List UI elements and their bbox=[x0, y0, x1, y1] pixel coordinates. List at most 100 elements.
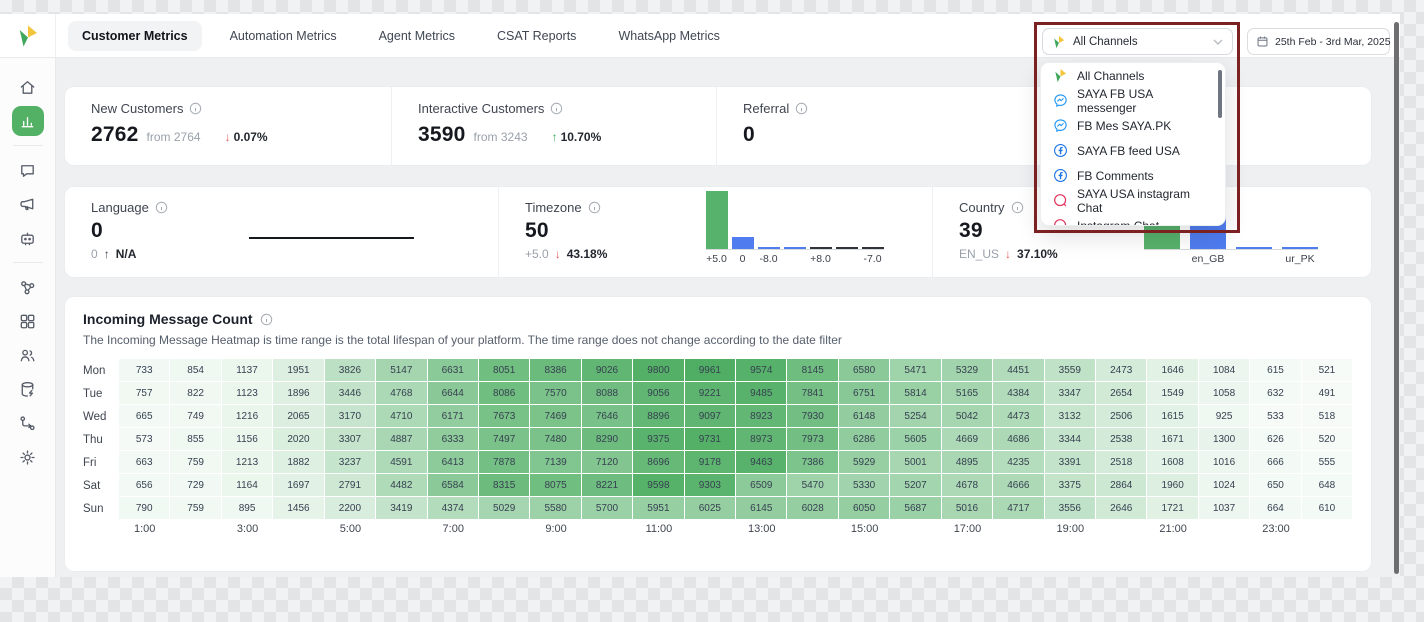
info-icon[interactable] bbox=[550, 102, 563, 115]
sidebar-item-database[interactable] bbox=[12, 374, 44, 404]
heatmap-cell: 4591 bbox=[376, 451, 428, 474]
heatmap-row-label: Tue bbox=[83, 387, 103, 400]
heatmap-row-label: Fri bbox=[83, 456, 97, 469]
info-icon[interactable] bbox=[588, 201, 601, 214]
heatmap-cell: 1671 bbox=[1147, 428, 1199, 451]
channel-option-label: Instagram Chat bbox=[1077, 218, 1160, 226]
x-axis-tick: 1:00 bbox=[134, 523, 156, 535]
x-axis-tick bbox=[1302, 523, 1353, 539]
heatmap-cell: 8290 bbox=[581, 428, 634, 451]
heatmap-cell: 2473 bbox=[1096, 359, 1148, 382]
dropdown-scrollbar[interactable] bbox=[1218, 70, 1222, 118]
sidebar-item-analytics[interactable] bbox=[11, 106, 44, 136]
heatmap-cell: 656 bbox=[119, 474, 171, 497]
tab-customer-metrics[interactable]: Customer Metrics bbox=[68, 20, 202, 51]
heatmap-cell: 6580 bbox=[838, 359, 891, 382]
channel-option-fb-comments[interactable]: FB Comments bbox=[1041, 163, 1225, 188]
info-icon[interactable] bbox=[1011, 201, 1024, 214]
info-icon[interactable] bbox=[795, 102, 808, 115]
bar bbox=[757, 247, 780, 249]
heatmap-cell: 925 bbox=[1198, 405, 1251, 428]
heatmap-cell: 6050 bbox=[838, 497, 891, 520]
channel-option-saya-usa-instagram-chat[interactable]: SAYA USA instagram Chat bbox=[1041, 187, 1225, 215]
x-axis-tick: 3:00 bbox=[236, 523, 259, 535]
heatmap-cell: 4895 bbox=[941, 451, 994, 474]
heatmap-cell: 5029 bbox=[478, 497, 531, 520]
heatmap-cell: 855 bbox=[170, 428, 222, 451]
heatmap-cell: 1016 bbox=[1198, 451, 1251, 474]
heatmap-cell: 7469 bbox=[530, 405, 582, 428]
heatmap-cell: 5687 bbox=[890, 497, 942, 520]
tab-agent-metrics[interactable]: Agent Metrics bbox=[365, 21, 469, 51]
sidebar-item-megaphone[interactable] bbox=[12, 189, 44, 219]
x-axis-tick bbox=[685, 523, 736, 539]
heatmap-cell: 6028 bbox=[787, 497, 839, 520]
heatmap-subtitle: The Incoming Message Heatmap is time ran… bbox=[83, 333, 842, 347]
channel-option-all-channels[interactable]: All Channels bbox=[1041, 63, 1225, 88]
tab-csat-reports[interactable]: CSAT Reports bbox=[483, 21, 590, 51]
kpi-value: 2762 bbox=[91, 123, 139, 146]
sidebar-item-bot[interactable] bbox=[12, 223, 44, 253]
channel-option-label: FB Mes SAYA.PK bbox=[1077, 118, 1172, 133]
tab-whatsapp-metrics[interactable]: WhatsApp Metrics bbox=[604, 21, 733, 51]
settings-icon bbox=[20, 449, 35, 465]
metric-title: Timezone bbox=[525, 200, 582, 215]
sidebar-item-workflow[interactable] bbox=[12, 408, 44, 438]
heatmap-cell: 1615 bbox=[1147, 405, 1199, 428]
channel-selector[interactable]: All Channels bbox=[1042, 28, 1233, 55]
bar-label: +8.0 bbox=[810, 253, 831, 265]
heatmap-cell: 733 bbox=[119, 359, 171, 382]
page-scrollbar[interactable] bbox=[1394, 22, 1399, 574]
heatmap-cell: 8896 bbox=[633, 405, 685, 428]
heatmap-cell: 632 bbox=[1250, 382, 1302, 405]
heatmap-row: Sat 656 729 1164 1697 2791 4482 6584 8315 8075 822… bbox=[83, 474, 1354, 497]
sidebar-item-grid[interactable] bbox=[12, 306, 44, 336]
heatmap-cell: 5605 bbox=[890, 428, 942, 451]
bar-label: +5.0 bbox=[706, 253, 727, 265]
brand-logo-icon bbox=[19, 25, 37, 46]
heatmap-cell: 4451 bbox=[993, 359, 1045, 382]
channel-option-saya-fb-feed-usa[interactable]: SAYA FB feed USA bbox=[1041, 138, 1225, 163]
heatmap-cell: 5207 bbox=[890, 474, 942, 497]
heatmap-row-label: Wed bbox=[83, 410, 107, 423]
sidebar-item-chat[interactable] bbox=[12, 155, 44, 185]
channel-dropdown: All Channels SAYA FB USA messenger FB Mes … bbox=[1040, 62, 1226, 226]
heatmap-cell: 1697 bbox=[273, 474, 325, 497]
heatmap-cell: 573 bbox=[119, 428, 171, 451]
channel-option-fb-mes-saya-pk[interactable]: FB Mes SAYA.PK bbox=[1041, 113, 1225, 138]
sidebar-item-nodes[interactable] bbox=[12, 272, 44, 302]
heatmap-cell: 664 bbox=[1250, 497, 1302, 520]
heatmap-row: Sun 790 759 895 1456 2200 3419 4374 5029 5580 5700… bbox=[83, 497, 1354, 520]
sidebar-item-users[interactable] bbox=[12, 340, 44, 370]
date-range-picker[interactable]: 25th Feb - 3rd Mar, 2025 bbox=[1247, 28, 1391, 55]
heatmap-cell: 9097 bbox=[684, 405, 737, 428]
heatmap-cell: 8221 bbox=[581, 474, 634, 497]
channel-option-saya-fb-usa-messenger[interactable]: SAYA FB USA messenger bbox=[1041, 87, 1225, 115]
heatmap-cell: 7386 bbox=[787, 451, 839, 474]
info-icon[interactable] bbox=[155, 201, 168, 214]
heatmap-cell: 626 bbox=[1250, 428, 1302, 451]
metrics-tabs: Customer Metrics Automation Metrics Agent … bbox=[68, 20, 734, 51]
heatmap-cell: 8923 bbox=[736, 405, 788, 428]
info-icon[interactable] bbox=[189, 102, 202, 115]
channel-option-instagram-chat[interactable]: Instagram Chat bbox=[1041, 213, 1225, 226]
heatmap-cell: 822 bbox=[170, 382, 222, 405]
sidebar-item-settings[interactable] bbox=[12, 442, 44, 472]
info-icon[interactable] bbox=[260, 313, 273, 326]
heatmap-cell: 5470 bbox=[787, 474, 839, 497]
heatmap-cell: 8088 bbox=[581, 382, 634, 405]
channel-option-label: FB Comments bbox=[1077, 168, 1154, 183]
bar-label: ur_PK bbox=[1285, 253, 1315, 265]
heatmap-cell: 2654 bbox=[1096, 382, 1148, 405]
heatmap-cell: 666 bbox=[1250, 451, 1302, 474]
sidebar-item-home[interactable] bbox=[12, 72, 44, 102]
nodes-icon bbox=[21, 280, 35, 294]
channel-selector-value: All Channels bbox=[1073, 35, 1138, 48]
heatmap-cell: 854 bbox=[170, 359, 222, 382]
tab-automation-metrics[interactable]: Automation Metrics bbox=[216, 21, 351, 51]
heatmap-grid: Mon 733 854 1137 1951 3826 5147 6631 8051 8386 902… bbox=[83, 359, 1354, 539]
heatmap-cell: 648 bbox=[1301, 474, 1354, 497]
heatmap-cell: 749 bbox=[170, 405, 222, 428]
sidebar-divider bbox=[12, 145, 43, 146]
heatmap-cell: 4768 bbox=[376, 382, 428, 405]
